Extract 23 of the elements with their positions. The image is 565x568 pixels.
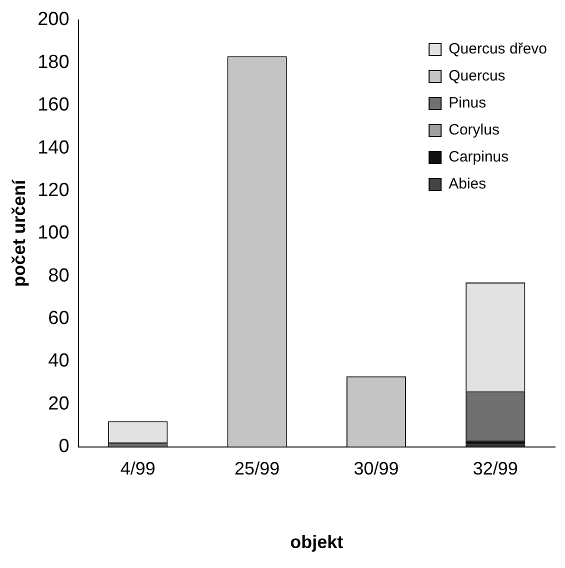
- y-axis-title: počet určení: [8, 178, 29, 287]
- y-tick-label: 80: [48, 265, 70, 286]
- legend-label: Pinus: [448, 94, 486, 112]
- legend-label: Abies: [448, 176, 486, 193]
- x-tick-label: 30/99: [354, 458, 399, 479]
- y-tick-label: 0: [58, 436, 70, 458]
- y-tick-label: 60: [48, 308, 70, 329]
- y-tick-label: 120: [38, 180, 70, 201]
- y-tick-label: 160: [38, 94, 70, 116]
- y-tick-label: 40: [48, 350, 70, 372]
- legend-label: Quercus: [448, 68, 506, 85]
- y-tick-label: 20: [48, 393, 70, 414]
- y-tick-label: 180: [38, 52, 70, 73]
- y-tick-label: 200: [38, 9, 70, 30]
- y-tick-label: 140: [38, 137, 70, 158]
- x-tick-label: 25/99: [234, 458, 280, 479]
- legend-label: Corylus: [448, 122, 500, 139]
- y-tick-label: 100: [38, 222, 70, 244]
- x-axis-title: objekt: [290, 532, 344, 552]
- legend-label: Quercus dřevo: [448, 40, 548, 58]
- legend-label: Carpinus: [448, 148, 509, 166]
- x-tick-label: 4/99: [120, 458, 156, 479]
- x-tick-label: 32/99: [472, 458, 518, 479]
